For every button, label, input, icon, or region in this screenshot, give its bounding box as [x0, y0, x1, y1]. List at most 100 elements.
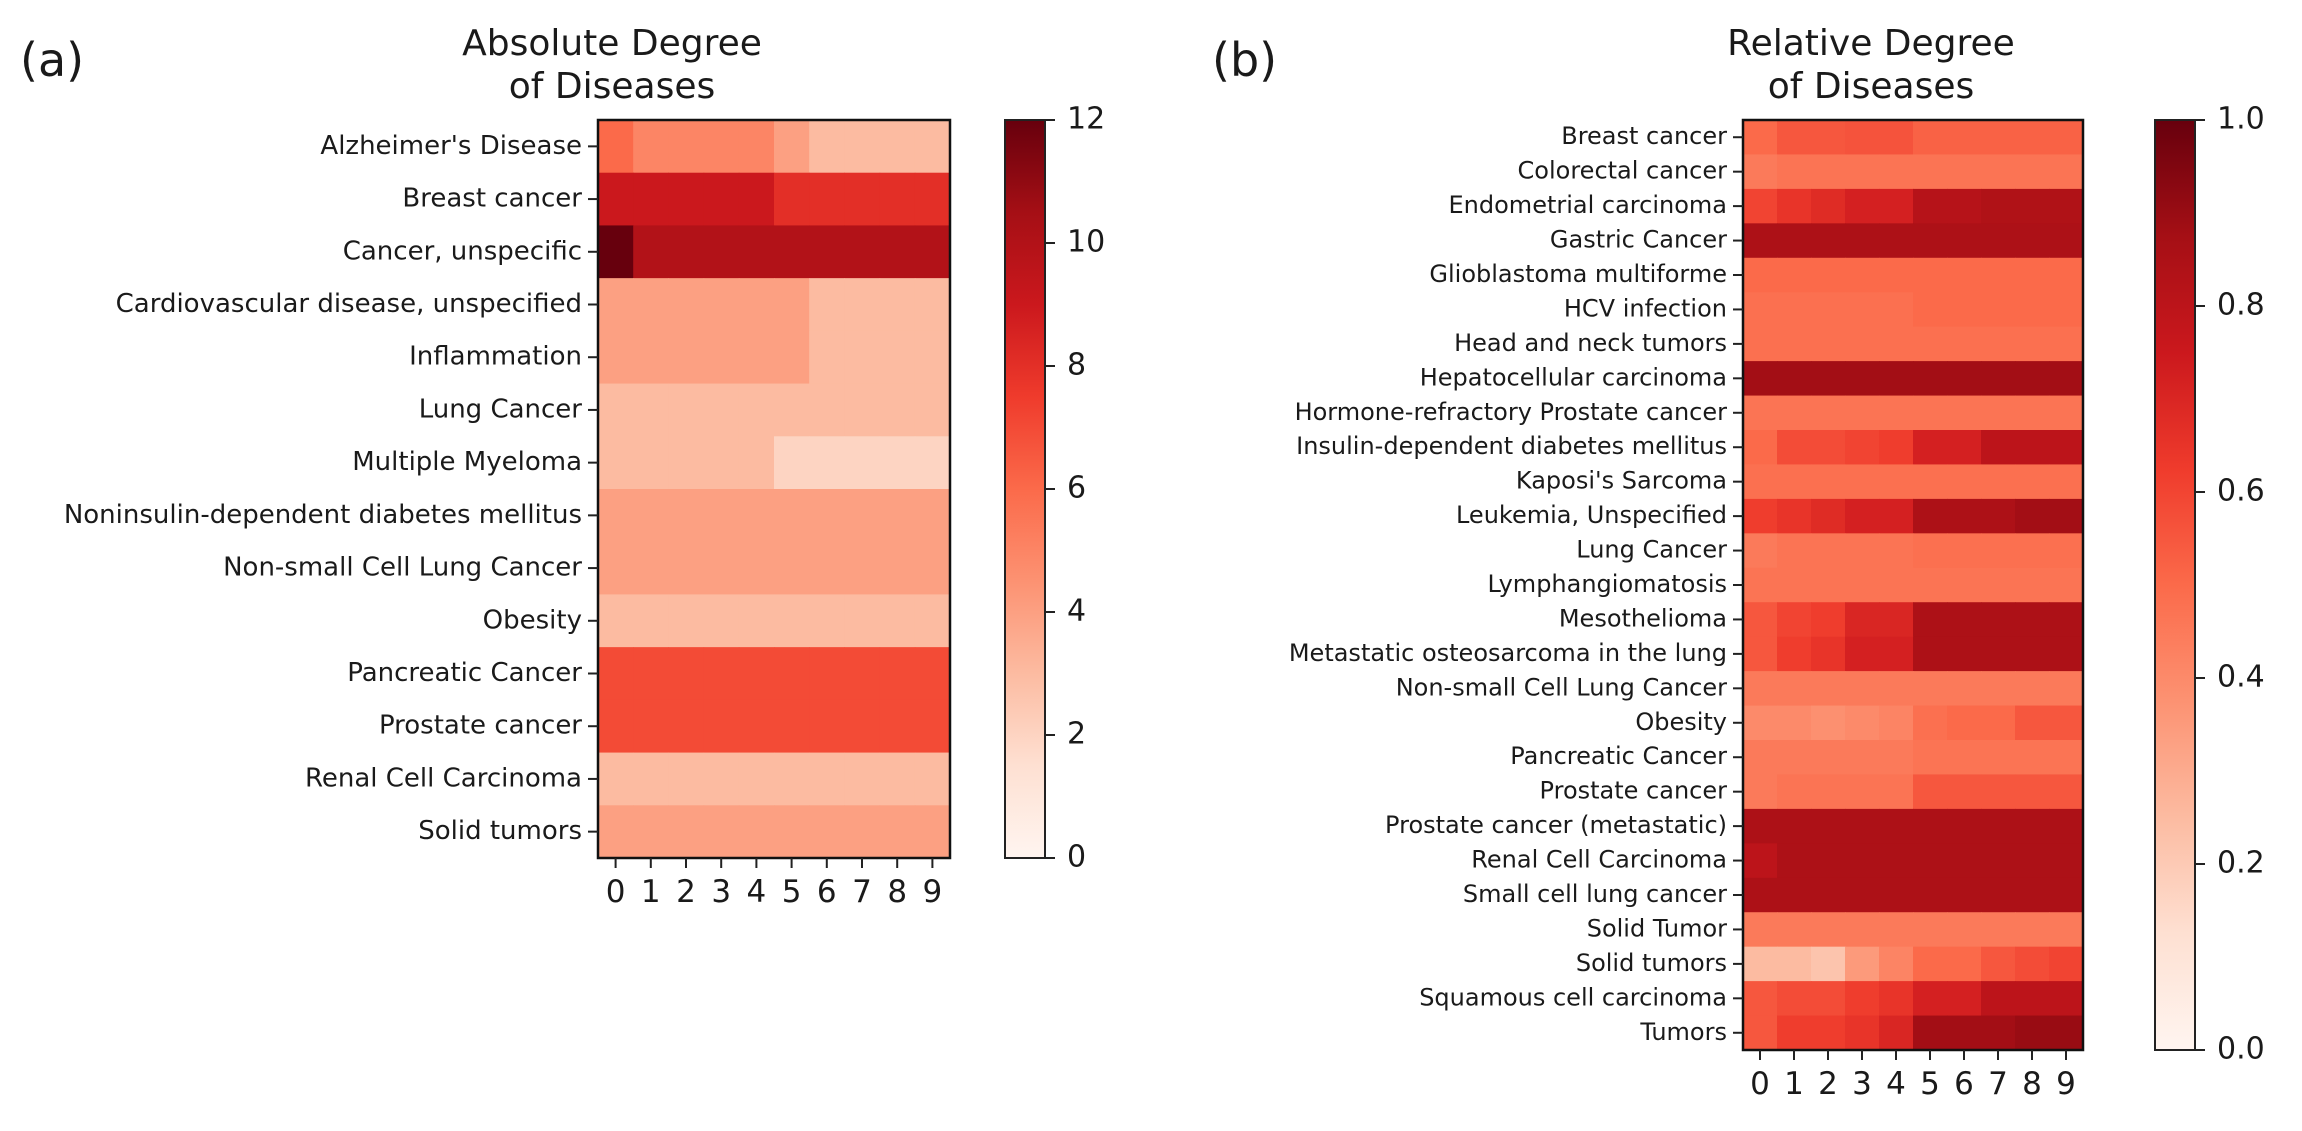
heatmap-b-cell-r4-c8 [2015, 257, 2050, 293]
panel-a-title-line-2: of Diseases [509, 66, 716, 107]
heatmap-a-cell-r1-c7 [844, 172, 881, 227]
heatmap-a-cell-r2-c2 [668, 225, 705, 279]
heatmap-a-frame [596, 118, 952, 860]
heatmap-b-row-label: Non-small Cell Lung Cancer [1396, 673, 1727, 701]
heatmap-b-cell-r13-c2 [1811, 567, 1846, 603]
heatmap-b-cell-r18-c3 [1845, 740, 1880, 776]
colorbar-b-tick-label: 1.0 [2217, 102, 2265, 137]
heatmap-b-cell-r20-c8 [2015, 808, 2050, 844]
heatmap-b-cell-r17-c1 [1777, 705, 1812, 741]
heatmap-a-cell-r0-c4 [738, 120, 775, 174]
heatmap-b-cell-r14-c0 [1743, 602, 1778, 638]
heatmap-b-cell-r20-c3 [1845, 808, 1880, 844]
heatmap-b-cell-r23-c5 [1913, 912, 1948, 948]
heatmap-a-cell-r4-c1 [633, 330, 669, 385]
heatmap-b-cell-r16-c6 [1947, 671, 1982, 707]
heatmap-a-cell-r8-c6 [809, 541, 845, 596]
heatmap-b-cell-r9-c2 [1811, 430, 1846, 466]
heatmap-b [1741, 118, 2085, 1052]
heatmap-b-cell-r7-c0 [1743, 361, 1778, 397]
heatmap-b-cell-r17-c7 [1981, 705, 2016, 741]
heatmap-b-cell-r8-c8 [2015, 395, 2050, 431]
heatmap-b-cell-r1-c6 [1947, 154, 1982, 190]
heatmap-b-cell-r5-c5 [1913, 292, 1948, 328]
heatmap-b-cell-r10-c1 [1777, 464, 1812, 500]
heatmap-b-cell-r17-c9 [2049, 705, 2084, 741]
heatmap-a-cell-r8-c5 [774, 541, 810, 596]
heatmap-b-row-label: Tumors [1639, 1018, 1727, 1046]
heatmap-b-cell-r1-c3 [1845, 154, 1880, 190]
heatmap-b-cell-r18-c2 [1811, 740, 1846, 776]
heatmap-b-cell-r26-c8 [2015, 1015, 2050, 1051]
heatmap-a-cell-r2-c4 [738, 225, 775, 279]
heatmap-b-cell-r7-c5 [1913, 361, 1948, 397]
heatmap-b-cell-r20-c5 [1913, 808, 1948, 844]
heatmap-b-cell-r22-c3 [1845, 877, 1880, 913]
heatmap-a-cell-r8-c9 [914, 541, 951, 596]
heatmap-a-cell-r1-c6 [809, 172, 845, 227]
heatmap-b-cell-r22-c7 [1981, 877, 2016, 913]
heatmap-a-cell-r2-c5 [774, 225, 810, 279]
heatmap-b-cell-r0-c5 [1913, 120, 1948, 156]
heatmap-b-cell-r14-c3 [1845, 602, 1880, 638]
heatmap-a-cell-r8-c3 [703, 541, 740, 596]
heatmap-a-cell-r4-c2 [668, 330, 705, 385]
heatmap-a-cell-r9-c2 [668, 594, 705, 648]
heatmap-a-cell-r9-c7 [844, 594, 881, 648]
heatmap-b-cell-r16-c4 [1879, 671, 1914, 707]
heatmap-b-cell-r18-c0 [1743, 740, 1778, 776]
panel-a: (a) Absolute Degree of Diseases Alzheime… [20, 23, 1105, 910]
heatmap-a-cell-r5-c2 [668, 383, 705, 437]
heatmap-b-cell-r19-c6 [1947, 774, 1982, 810]
heatmap-a-col-label: 3 [711, 874, 731, 910]
heatmap-b-cell-r10-c7 [1981, 464, 2016, 500]
heatmap-a-cell-r7-c9 [914, 489, 951, 543]
heatmap-b-cell-r16-c2 [1811, 671, 1846, 707]
heatmap-b-row-label: Squamous cell carcinoma [1419, 983, 1727, 1011]
heatmap-b-cell-r15-c0 [1743, 636, 1778, 672]
heatmap-b-cell-r26-c0 [1743, 1015, 1778, 1051]
heatmap-b-col-label: 6 [1954, 1066, 1974, 1102]
heatmap-b-cell-r19-c3 [1845, 774, 1880, 810]
heatmap-a-cell-r8-c2 [668, 541, 705, 596]
heatmap-a-cell-r6-c1 [633, 436, 669, 490]
heatmap-b-cell-r2-c5 [1913, 188, 1948, 224]
heatmap-a-cell-r9-c3 [703, 594, 740, 648]
heatmap-b-cell-r11-c0 [1743, 498, 1778, 534]
heatmap-b-cell-r1-c7 [1981, 154, 2016, 190]
heatmap-a-cell-r0-c8 [879, 120, 916, 174]
heatmap-b-col-label: 2 [1818, 1066, 1838, 1102]
heatmap-b-cell-r22-c4 [1879, 877, 1914, 913]
heatmap-a-row-label: Obesity [483, 605, 582, 635]
heatmap-b-cell-r19-c8 [2015, 774, 2050, 810]
heatmap-b-cell-r6-c2 [1811, 326, 1846, 362]
heatmap-a-col-label: 4 [747, 874, 767, 910]
heatmap-b-cell-r26-c7 [1981, 1015, 2016, 1051]
heatmap-b-col-label: 9 [2056, 1066, 2076, 1102]
colorbar-b: 0.0 0.2 0.4 0.6 0.8 1.0 [2154, 102, 2265, 1067]
heatmap-b-cell-r4-c1 [1777, 257, 1812, 293]
heatmap-b-cell-r23-c0 [1743, 912, 1778, 948]
heatmap-b-cell-r12-c5 [1913, 533, 1948, 569]
heatmap-a-cell-r3-c3 [703, 278, 740, 332]
heatmap-a-cell-r0-c0 [598, 120, 634, 174]
heatmap-b-row-label: Obesity [1635, 708, 1727, 736]
heatmap-a-cell-r1-c4 [738, 172, 775, 227]
heatmap-b-cell-r16-c0 [1743, 671, 1778, 707]
heatmap-b-cell-r15-c4 [1879, 636, 1914, 672]
heatmap-a-cell-r9-c0 [598, 594, 634, 648]
colorbar-a-tick-label: 6 [1067, 471, 1086, 506]
heatmap-b-cell-r10-c2 [1811, 464, 1846, 500]
heatmap-b-cell-r5-c1 [1777, 292, 1812, 328]
heatmap-a-row-label: Pancreatic Cancer [347, 658, 582, 688]
heatmap-b-cell-r26-c2 [1811, 1015, 1846, 1051]
heatmap-a-cell-r8-c4 [738, 541, 775, 596]
heatmap-b-cell-r24-c6 [1947, 946, 1982, 982]
colorbar-a-tick-label: 10 [1067, 225, 1105, 260]
colorbar-a-tick-label: 8 [1067, 348, 1086, 383]
heatmap-b-cell-r15-c7 [1981, 636, 2016, 672]
heatmap-b-cell-r12-c4 [1879, 533, 1914, 569]
heatmap-b-cell-r23-c3 [1845, 912, 1880, 948]
heatmap-b-cell-r3-c7 [1981, 223, 2016, 259]
